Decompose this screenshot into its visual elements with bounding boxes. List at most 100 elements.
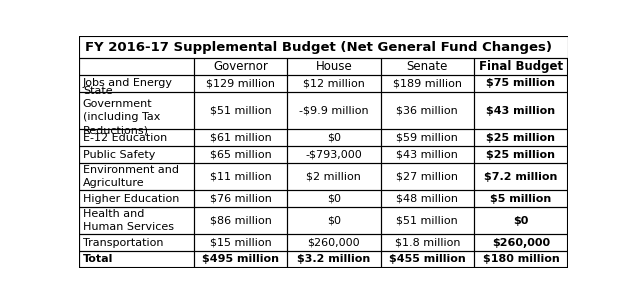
- Bar: [474, 251, 568, 268]
- Bar: [474, 146, 568, 163]
- Bar: [474, 234, 568, 251]
- Bar: [474, 190, 568, 207]
- Text: $51 million: $51 million: [209, 106, 271, 116]
- Bar: [194, 75, 287, 92]
- Bar: [79, 58, 194, 75]
- Text: Total: Total: [83, 254, 113, 265]
- Bar: [194, 251, 287, 268]
- Bar: [287, 207, 380, 234]
- Text: FY 2016-17 Supplemental Budget (Net General Fund Changes): FY 2016-17 Supplemental Budget (Net Gene…: [85, 41, 551, 54]
- Bar: [380, 234, 474, 251]
- Text: E-12 Education: E-12 Education: [83, 133, 167, 143]
- Bar: [474, 207, 568, 234]
- Bar: [380, 190, 474, 207]
- Text: Environment and
Agriculture: Environment and Agriculture: [83, 165, 179, 188]
- Bar: [79, 146, 194, 163]
- Text: $11 million: $11 million: [209, 172, 271, 182]
- Text: $51 million: $51 million: [396, 216, 458, 225]
- Bar: [474, 92, 568, 129]
- Bar: [287, 129, 380, 146]
- Bar: [380, 75, 474, 92]
- Text: $27 million: $27 million: [396, 172, 458, 182]
- Text: $25 million: $25 million: [487, 150, 555, 160]
- Bar: [79, 129, 194, 146]
- Bar: [287, 146, 380, 163]
- Bar: [380, 207, 474, 234]
- Text: $180 million: $180 million: [483, 254, 559, 265]
- Text: $76 million: $76 million: [209, 194, 271, 203]
- Bar: [194, 190, 287, 207]
- Text: $12 million: $12 million: [303, 79, 365, 88]
- Text: Senate: Senate: [406, 60, 448, 73]
- Bar: [287, 58, 380, 75]
- Text: Final Budget: Final Budget: [479, 60, 563, 73]
- Text: $15 million: $15 million: [209, 237, 271, 247]
- Text: -$9.9 million: -$9.9 million: [299, 106, 369, 116]
- Text: Governor: Governor: [213, 60, 268, 73]
- Text: $0: $0: [327, 216, 341, 225]
- Text: Jobs and Energy: Jobs and Energy: [83, 79, 173, 88]
- Bar: [474, 163, 568, 190]
- Bar: [380, 58, 474, 75]
- Bar: [194, 129, 287, 146]
- Text: $61 million: $61 million: [209, 133, 271, 143]
- Bar: [380, 251, 474, 268]
- Text: $59 million: $59 million: [396, 133, 458, 143]
- Bar: [79, 207, 194, 234]
- Bar: [194, 146, 287, 163]
- Bar: [287, 92, 380, 129]
- Text: $86 million: $86 million: [209, 216, 271, 225]
- Bar: [79, 163, 194, 190]
- Bar: [287, 234, 380, 251]
- Text: $36 million: $36 million: [396, 106, 458, 116]
- Bar: [79, 234, 194, 251]
- Text: $3.2 million: $3.2 million: [297, 254, 370, 265]
- Text: Transportation: Transportation: [83, 237, 163, 247]
- Bar: [380, 146, 474, 163]
- Bar: [380, 163, 474, 190]
- Text: House: House: [316, 60, 352, 73]
- Bar: [79, 36, 568, 58]
- Bar: [474, 58, 568, 75]
- Text: $0: $0: [327, 194, 341, 203]
- Bar: [474, 129, 568, 146]
- Bar: [287, 163, 380, 190]
- Bar: [79, 92, 194, 129]
- Bar: [194, 234, 287, 251]
- Bar: [79, 251, 194, 268]
- Text: $495 million: $495 million: [202, 254, 279, 265]
- Text: -$793,000: -$793,000: [305, 150, 362, 160]
- Bar: [287, 75, 380, 92]
- Text: $75 million: $75 million: [487, 79, 555, 88]
- Text: $0: $0: [513, 216, 529, 225]
- Bar: [194, 163, 287, 190]
- Text: $25 million: $25 million: [487, 133, 555, 143]
- Bar: [380, 92, 474, 129]
- Text: $260,000: $260,000: [492, 237, 550, 247]
- Text: $2 million: $2 million: [307, 172, 362, 182]
- Text: State
Government
(including Tax
Reductions): State Government (including Tax Reductio…: [83, 86, 160, 135]
- Bar: [79, 190, 194, 207]
- Text: $5 million: $5 million: [490, 194, 551, 203]
- Text: $260,000: $260,000: [307, 237, 360, 247]
- Text: $43 million: $43 million: [396, 150, 458, 160]
- Text: $455 million: $455 million: [389, 254, 466, 265]
- Text: $43 million: $43 million: [487, 106, 555, 116]
- Text: Higher Education: Higher Education: [83, 194, 179, 203]
- Text: Public Safety: Public Safety: [83, 150, 155, 160]
- Text: Health and
Human Services: Health and Human Services: [83, 209, 174, 232]
- Bar: [287, 251, 380, 268]
- Text: $1.8 million: $1.8 million: [394, 237, 460, 247]
- Bar: [287, 190, 380, 207]
- Text: $65 million: $65 million: [209, 150, 271, 160]
- Bar: [194, 207, 287, 234]
- Text: $48 million: $48 million: [396, 194, 458, 203]
- Bar: [194, 92, 287, 129]
- Text: $189 million: $189 million: [393, 79, 462, 88]
- Text: $129 million: $129 million: [206, 79, 275, 88]
- Bar: [380, 129, 474, 146]
- Bar: [79, 75, 194, 92]
- Bar: [194, 58, 287, 75]
- Text: $0: $0: [327, 133, 341, 143]
- Text: $7.2 million: $7.2 million: [484, 172, 558, 182]
